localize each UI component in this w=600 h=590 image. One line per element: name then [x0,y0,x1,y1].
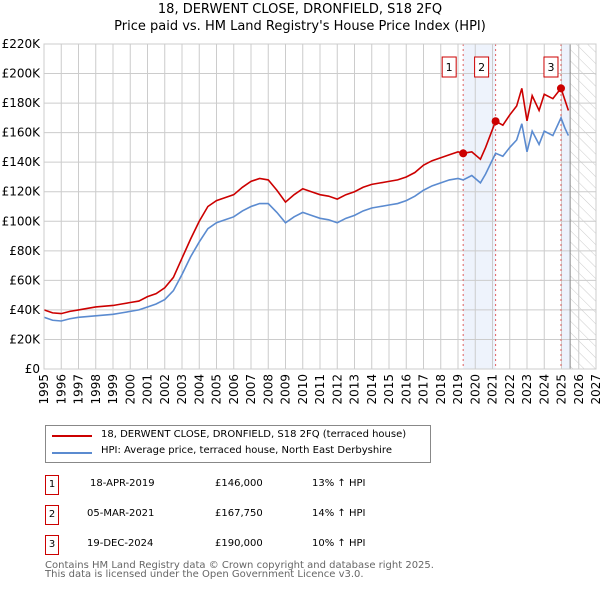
sale-price: £146,000 [215,478,263,489]
x-tick-label: 2008 [261,374,275,405]
x-tick-label: 2025 [555,374,569,405]
sale-date: 19-DEC-2024 [87,538,154,549]
x-tick-label: 2005 [210,374,224,405]
price-chart: £0 £20K £40K £60K £80K £100K £120K £140K £160K £1… [2,37,600,405]
y-tick-label: £160K [2,126,42,140]
sale-marker-box [474,56,490,78]
y-tick-label: £220K [2,37,42,51]
legend-label-hpi: HPI: Average price, terraced house, Nort… [101,445,392,456]
x-tick-label: 1996 [54,374,68,405]
y-tick-label: £20K [9,332,41,346]
x-tick-label: 2016 [399,374,413,405]
x-tick-label: 2027 [589,374,600,405]
y-tick-label: £120K [2,185,42,199]
x-tick-label: 2012 [330,374,344,405]
y-tick-label: £200K [2,67,42,81]
x-tick-label: 2024 [537,374,551,405]
sale-marker-box [543,56,559,78]
x-tick-label: 2007 [244,374,258,405]
x-tick-label: 2026 [572,374,586,405]
sale-price: £190,000 [215,538,263,549]
y-tick-label: £180K [2,96,42,110]
sale-hpi-delta: 13% ↑ HPI [312,478,366,489]
plot-frame [43,43,597,370]
x-tick-label: 2014 [365,374,379,405]
x-tick-label: 1999 [106,374,120,405]
sale-price: £167,750 [215,508,263,519]
footer-line-1: Contains HM Land Registry data © Crown c… [45,560,434,571]
sale-marker-box: 1 [45,475,59,495]
sale-row: 2 05-MAR-2021 £167,750 14% ↑ HPI [45,505,445,525]
x-tick-label: 2006 [227,374,241,405]
sale-marker-box: 2 [45,505,59,525]
footer: Contains HM Land Registry data © Crown c… [45,560,434,580]
x-tick-label: 2001 [141,374,155,405]
sale-point [556,84,565,93]
legend-swatch-property [52,435,92,437]
property-price-line [43,86,570,315]
x-tick-label: 2021 [486,374,500,405]
chart-title: 18, DERWENT CLOSE, DRONFIELD, S18 2FQ [157,2,443,17]
sale-marker-box [441,56,457,78]
sale-date: 05-MAR-2021 [87,508,155,519]
x-tick-label: 2000 [123,374,137,405]
sale-marker-label: 2 [478,61,485,74]
sale-row: 1 18-APR-2019 £146,000 13% ↑ HPI [45,475,445,495]
x-tick-label: 1997 [72,374,86,405]
y-tick-label: £140K [2,155,42,169]
x-tick-label: 1998 [89,374,103,405]
x-tick-label: 2022 [503,374,517,405]
x-tick-label: 2011 [313,374,327,405]
sale-hpi-delta: 14% ↑ HPI [312,508,366,519]
x-tick-label: 2023 [520,374,534,405]
x-tick-label: 1995 [37,374,51,405]
hpi-line [43,115,570,322]
sale-row: 3 19-DEC-2024 £190,000 10% ↑ HPI [45,535,445,555]
x-tick-label: 2018 [434,374,448,405]
y-tick-label: £100K [2,214,42,228]
x-tick-label: 2004 [192,374,206,405]
footer-line-2: This data is licensed under the Open Gov… [45,569,364,580]
legend: 18, DERWENT CLOSE, DRONFIELD, S18 2FQ (t… [45,425,431,463]
x-tick-label: 2019 [451,374,465,405]
sale-marker-label: 1 [446,61,453,74]
y-tick-label: £60K [9,273,41,287]
y-tick-label: £0 [25,362,40,376]
x-tick-label: 2003 [175,374,189,405]
y-tick-label: £80K [9,244,41,258]
sale-point [459,149,468,158]
x-tick-label: 2017 [417,374,431,405]
x-tick-label: 2002 [158,374,172,405]
legend-swatch-hpi [52,452,92,454]
sale-interval-shade [560,44,571,369]
x-tick-label: 2009 [279,374,293,405]
x-tick-label: 2020 [468,374,482,405]
sale-marker-box: 3 [45,535,59,555]
forecast-hatch [570,44,596,369]
sale-interval-shade [463,44,496,369]
legend-label-property: 18, DERWENT CLOSE, DRONFIELD, S18 2FQ (t… [101,429,407,440]
sale-marker-label: 3 [547,61,554,74]
x-tick-label: 2013 [348,374,362,405]
sale-date: 18-APR-2019 [90,478,155,489]
x-tick-label: 2010 [296,374,310,405]
chart-subtitle: Price paid vs. HM Land Registry's House … [114,19,486,34]
sale-hpi-delta: 10% ↑ HPI [312,538,366,549]
x-tick-label: 2015 [382,374,396,405]
sale-point [491,117,500,126]
y-tick-label: £40K [9,303,41,317]
